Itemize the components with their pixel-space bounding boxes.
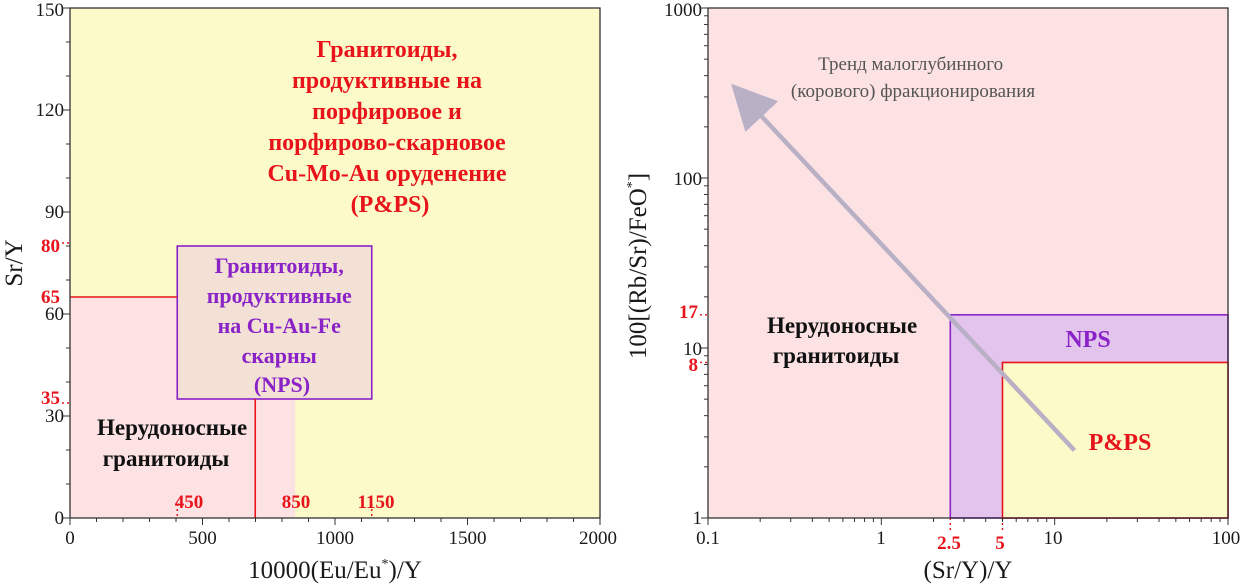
right-boundary-label-5: 5 — [995, 533, 1005, 554]
right-boundary-label-17: 17 — [679, 302, 699, 323]
right-x-tick-label: 100 — [1212, 528, 1241, 549]
left-x-tick-label: 500 — [188, 528, 217, 549]
right-boundary-label-8: 8 — [689, 355, 699, 376]
right-y-tick-label: 10 — [683, 339, 702, 360]
left-y-axis-title: Sr/Y — [1, 239, 28, 286]
left-y-tick-label: 0 — [55, 508, 65, 529]
left-y-tick-label: 30 — [45, 406, 64, 427]
left-x-tick-label: 1000 — [316, 528, 354, 549]
left-axis-ticks — [63, 7, 601, 525]
right-field-pps — [1001, 361, 1229, 519]
right-x-axis-title: (Sr/Y)/Y — [924, 557, 1013, 584]
left-barren-label: Нерудоносные гранитоиды — [97, 415, 253, 471]
left-boundary-label-1150: 1150 — [358, 492, 395, 513]
left-boundary-label-80: 80 — [41, 236, 60, 257]
left-boundary-label-450: 450 — [175, 492, 204, 513]
trend-arrow — [731, 83, 1077, 452]
right-pps-label: P&PS — [1089, 430, 1152, 456]
left-nps-label: Гранитоиды, продуктивные на Cu-Au-Fe ска… — [207, 253, 358, 397]
left-boundary-label-850: 850 — [282, 492, 311, 513]
left-x-tick-label: 1500 — [449, 528, 487, 549]
right-y-tick-label: 100 — [674, 169, 703, 190]
right-x-tick-label: 1 — [876, 528, 886, 549]
left-panel: 0 500 1000 1500 2000 0 30 60 90 120 150 … — [1, 0, 617, 584]
left-field-nps — [176, 245, 373, 400]
right-axis-ticks — [701, 7, 1229, 525]
right-panel: 0.1 1 10 100 1 10 100 1000 17 8 2.5 5 (S… — [625, 0, 1240, 584]
left-y-tick-label: 150 — [36, 0, 65, 21]
left-y-tick-label: 120 — [36, 100, 65, 121]
left-boundary-label-65: 65 — [41, 287, 60, 308]
right-x-tick-label: 10 — [1044, 528, 1063, 549]
right-y-axis-title: 100[(Rb/Sr)/FeO*] — [625, 173, 652, 359]
right-boundary-label-2.5: 2.5 — [937, 533, 961, 554]
left-x-tick-label: 0 — [65, 528, 75, 549]
right-x-tick-label: 0.1 — [696, 528, 720, 549]
right-plot-frame — [707, 7, 1229, 519]
left-x-tick-label: 2000 — [579, 528, 617, 549]
right-y-tick-label: 1 — [693, 508, 703, 529]
left-y-tick-label: 90 — [45, 202, 64, 223]
left-x-axis-title: 10000(Eu/Eu*)/Y — [248, 557, 422, 584]
right-nps-label: NPS — [1065, 327, 1110, 353]
right-y-tick-label: 1000 — [664, 0, 702, 21]
trend-label: Тренд малоглубинного (корового) фракцион… — [791, 54, 1035, 102]
left-y-tick-label: 60 — [45, 304, 64, 325]
right-barren-label: Нерудоносные гранитоиды — [767, 313, 923, 368]
left-pps-label: Гранитоиды, продуктивные на порфировое и… — [267, 37, 512, 218]
left-boundary-label-35: 35 — [41, 388, 60, 409]
